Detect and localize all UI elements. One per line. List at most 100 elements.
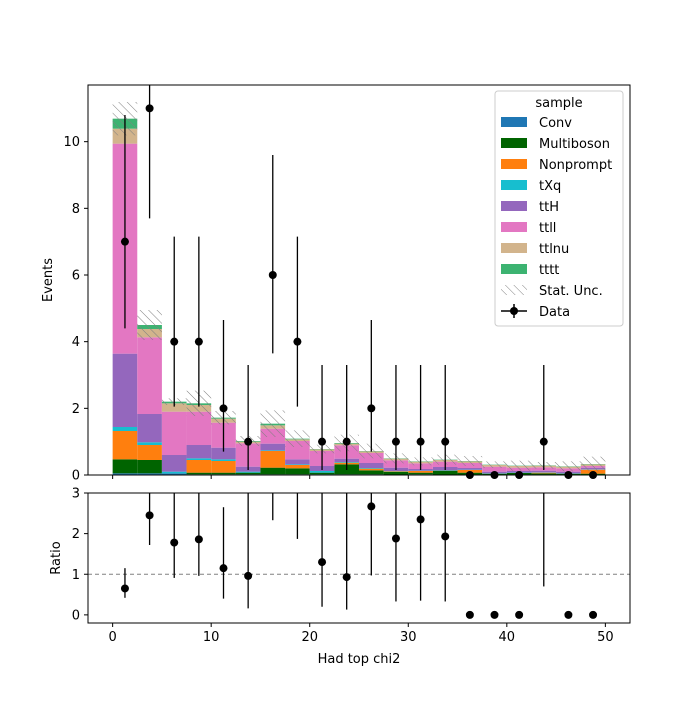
ratio-ytick-label-2: 2: [72, 527, 80, 542]
ratio-y-axis-label: Ratio: [49, 541, 64, 574]
legend-swatch-tttt: [501, 264, 527, 274]
ratio-point-13: [441, 532, 449, 540]
bar-nonprompt-0: [113, 431, 138, 459]
legend: sample ConvMultibosonNonprompttXqttHttll…: [495, 91, 623, 326]
stat-unc-16: [507, 461, 532, 471]
stat-unc-7: [285, 430, 310, 447]
bar-multiboson-0: [113, 459, 138, 473]
bar-txq-3: [187, 458, 212, 460]
bar-multiboson-6: [260, 468, 285, 475]
ratio-point-10: [367, 502, 375, 510]
ratio-ytick-label-0: 0: [72, 608, 80, 623]
ratio-point-12: [417, 515, 425, 523]
stat-unc-6: [260, 410, 285, 437]
bar-multiboson-13: [433, 471, 458, 475]
legend-swatch-nonprompt: [501, 159, 527, 169]
legend-swatch-ttlnu: [501, 243, 527, 253]
stat-unc-15: [482, 461, 507, 468]
ratio-point-4: [220, 564, 228, 572]
bar-nonprompt-6: [260, 451, 285, 468]
ratio-point-15: [491, 611, 499, 619]
bar-txq-1: [137, 442, 162, 445]
ratio-xtick-label-30: 30: [400, 630, 417, 645]
legend-label-stat-unc: Stat. Unc.: [539, 284, 603, 299]
bar-multiboson-11: [384, 472, 409, 475]
data-point-10: [367, 404, 375, 412]
bar-tth-3: [187, 445, 212, 458]
data-point-4: [220, 404, 228, 412]
bar-txq-5: [236, 472, 261, 473]
data-point-2: [170, 338, 178, 346]
bar-txq-4: [211, 459, 236, 461]
bar-txq-7: [285, 464, 310, 465]
bar-nonprompt-7: [285, 465, 310, 468]
bar-nonprompt-3: [187, 460, 212, 473]
x-axis-label: Had top chi2: [318, 652, 401, 667]
legend-swatch-tth: [501, 201, 527, 211]
bar-txq-0: [113, 427, 138, 431]
legend-label-tth: ttH: [539, 200, 559, 215]
ratio-point-3: [195, 535, 203, 543]
bar-nonprompt-4: [211, 461, 236, 473]
legend-data-marker: [510, 307, 518, 315]
legend-label-txq: tXq: [539, 179, 561, 194]
legend-label-data: Data: [539, 305, 570, 320]
bar-txq-8: [310, 471, 335, 473]
stat-unc-19: [581, 457, 606, 472]
legend-swatch-stat-unc: [501, 285, 527, 295]
bar-multiboson-8: [310, 473, 335, 475]
bar-txq-6: [260, 450, 285, 451]
bar-tth-14: [458, 468, 483, 470]
data-point-1: [146, 104, 154, 112]
bar-multiboson-10: [359, 470, 384, 474]
legend-label-tttt: tttt: [539, 263, 559, 278]
stat-unc-18: [556, 461, 581, 471]
legend-label-multiboson: Multiboson: [539, 137, 610, 152]
bar-ttll-1: [137, 337, 162, 414]
bar-nonprompt-12: [408, 471, 433, 473]
data-point-7: [293, 338, 301, 346]
bar-tth-1: [137, 414, 162, 442]
data-point-6: [269, 271, 277, 279]
top-ytick-label-10: 10: [63, 135, 80, 150]
ratio-point-19: [589, 611, 597, 619]
bar-tth-10: [359, 463, 384, 468]
ratio-point-18: [564, 611, 572, 619]
ratio-point-2: [170, 539, 178, 547]
data-point-3: [195, 338, 203, 346]
stat-unc-14: [458, 456, 483, 466]
bar-multiboson-4: [211, 473, 236, 475]
ratio-point-0: [121, 584, 129, 592]
bar-nonprompt-10: [359, 469, 384, 471]
data-point-9: [343, 438, 351, 446]
legend-swatch-ttll: [501, 222, 527, 232]
bar-multiboson-5: [236, 473, 261, 475]
legend-title: sample: [535, 96, 582, 111]
bar-ttll-2: [162, 412, 187, 455]
bar-tth-2: [162, 455, 187, 472]
ratio-xtick-label-40: 40: [499, 630, 516, 645]
top-ytick-label-0: 0: [72, 469, 80, 484]
ratio-xtick-label-20: 20: [301, 630, 318, 645]
legend-swatch-txq: [501, 180, 527, 190]
legend-label-nonprompt: Nonprompt: [539, 158, 612, 173]
top-ytick-label-8: 8: [72, 202, 80, 217]
bar-multiboson-1: [137, 460, 162, 473]
bar-tth-7: [285, 459, 310, 464]
ratio-ytick-label-3: 3: [72, 487, 80, 502]
top-y-axis-label: Events: [41, 258, 56, 302]
ratio-ytick-label-1: 1: [72, 568, 80, 583]
bar-tth-17: [531, 471, 556, 473]
legend-label-ttll: ttll: [539, 221, 556, 236]
data-point-8: [318, 438, 326, 446]
ratio-point-1: [146, 511, 154, 519]
bar-nonprompt-11: [384, 471, 409, 472]
data-point-0: [121, 238, 129, 246]
bar-multiboson-3: [187, 473, 212, 475]
data-point-13: [441, 438, 449, 446]
ratio-xtick-label-0: 0: [108, 630, 116, 645]
ratio-xtick-label-50: 50: [597, 630, 614, 645]
bar-nonprompt-17: [531, 473, 556, 474]
ratio-point-11: [392, 535, 400, 543]
bar-multiboson-12: [408, 473, 433, 475]
